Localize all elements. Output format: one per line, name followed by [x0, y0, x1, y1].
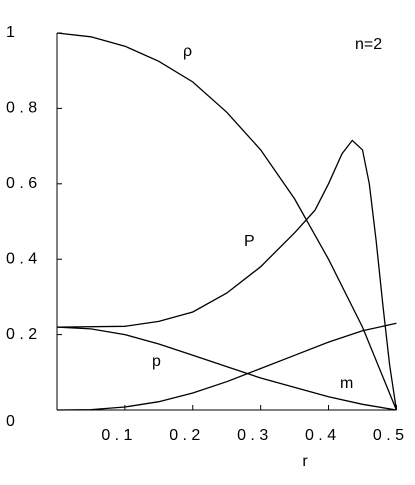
annotation: m — [340, 375, 353, 392]
x-tick-label: 0 . 4 — [305, 427, 336, 444]
y-tick-label: 0 . 8 — [6, 100, 37, 117]
x-tick-label: 0 . 3 — [237, 427, 268, 444]
y-tick-label: 0 . 2 — [6, 326, 37, 343]
x-tick-label: 0 . 1 — [101, 427, 132, 444]
y-tick-label: 0 . 6 — [6, 175, 37, 192]
x-tick-label: 0 . 2 — [169, 427, 200, 444]
line — [56, 326, 397, 411]
annotation: P — [244, 233, 255, 250]
annotation: n=2 — [355, 36, 382, 53]
x-axis-label: r — [302, 453, 308, 470]
annotation: ρ — [183, 43, 192, 60]
line — [56, 322, 397, 411]
line — [56, 139, 398, 411]
annotation: p — [152, 353, 161, 370]
y-tick-label: 0 — [6, 413, 15, 430]
x-tick-label: 0 . 5 — [373, 427, 404, 444]
line — [56, 32, 398, 411]
y-tick-label: 0 . 4 — [6, 250, 37, 267]
y-tick-label: 1 — [6, 24, 15, 41]
